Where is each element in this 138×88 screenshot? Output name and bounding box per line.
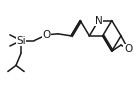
Text: O: O <box>43 30 51 40</box>
Text: O: O <box>124 44 132 54</box>
Text: N: N <box>95 16 102 26</box>
Text: Si: Si <box>16 36 26 45</box>
